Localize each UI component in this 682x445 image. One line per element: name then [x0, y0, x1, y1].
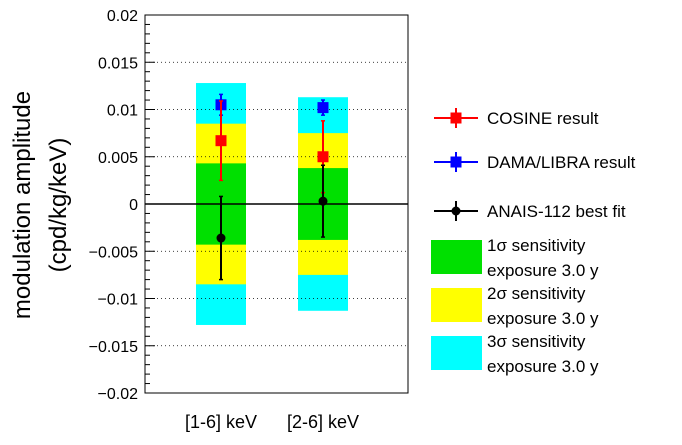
x-category-label: [1-6] keV	[185, 412, 257, 432]
y-tick-label: −0.005	[89, 244, 138, 261]
data-point	[317, 102, 329, 114]
legend-marker	[451, 206, 461, 216]
legend-box	[431, 336, 482, 370]
y-tick-label: 0	[129, 197, 138, 214]
data-point	[216, 233, 226, 243]
y-axis-units: (cpd/kg/keV)	[45, 138, 72, 273]
legend-label: 1σ sensitivity	[487, 236, 586, 255]
legend-label: 2σ sensitivity	[487, 284, 586, 303]
y-tick-label: −0.015	[89, 339, 138, 356]
y-tick-label: 0.02	[107, 8, 138, 25]
data-points	[215, 93, 329, 281]
y-tick-label: −0.01	[98, 292, 139, 309]
legend-label: exposure 3.0 y	[487, 261, 599, 280]
y-tick-label: 0.01	[107, 103, 138, 120]
legend-marker	[450, 156, 462, 168]
legend-box	[431, 240, 482, 274]
legend-label: exposure 3.0 y	[487, 309, 599, 328]
y-tick-label: 0.005	[98, 150, 138, 167]
x-category-label: [2-6] keV	[287, 412, 359, 432]
legend: COSINE result DAMA/LIBRA result ANAIS-112 …	[431, 108, 636, 376]
legend-label: 3σ sensitivity	[487, 332, 586, 351]
y-tick-label: −0.02	[98, 386, 139, 403]
data-point	[317, 151, 329, 163]
data-point	[215, 135, 227, 147]
legend-label: ANAIS-112 best fit	[487, 202, 626, 221]
legend-label: COSINE result	[487, 109, 599, 128]
x-axis: [1-6] keV [2-6] keV	[185, 412, 359, 432]
y-axis: 0.02 0.015 0.01 0.005 0 −0.005 −0.01 −0.015 −0.0…	[89, 8, 155, 403]
data-point	[318, 196, 328, 206]
legend-label: DAMA/LIBRA result	[487, 153, 636, 172]
y-tick-label: 0.015	[98, 55, 138, 72]
legend-marker	[450, 112, 462, 124]
y-axis-label: modulation amplitude	[9, 91, 36, 319]
legend-box	[431, 288, 482, 322]
legend-label: exposure 3.0 y	[487, 357, 599, 376]
